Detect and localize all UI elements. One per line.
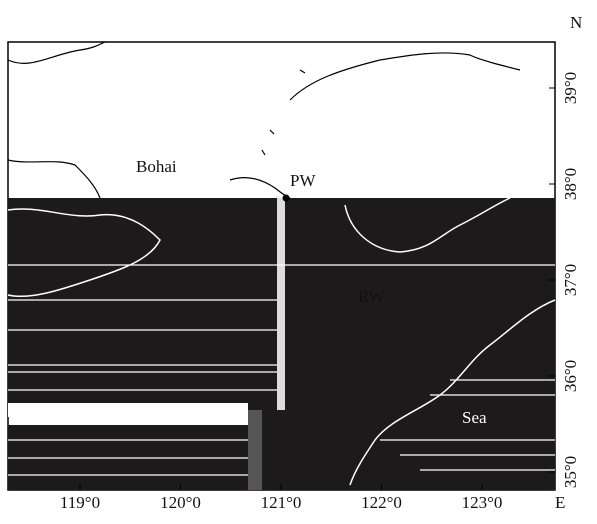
region-label: RW: [358, 287, 385, 306]
latitude-label: 39°0: [561, 72, 580, 104]
latitude-label: 36°0: [561, 360, 580, 392]
longitude-labels: 119°0 120°0 121°0 122°0 123°0: [60, 484, 502, 512]
latitude-labels: 39°0 38°0 37°0 36°0 35°0: [549, 72, 580, 488]
north-label: N: [570, 13, 582, 32]
longitude-label: 119°0: [60, 493, 100, 512]
station-label: PW: [290, 171, 316, 190]
longitude-label: 120°0: [160, 493, 201, 512]
latitude-label: 38°0: [561, 168, 580, 200]
latitude-label: 35°0: [561, 456, 580, 488]
longitude-label: 122°0: [361, 493, 402, 512]
longitude-label: 121°0: [261, 493, 302, 512]
pw-marker: [282, 194, 290, 202]
coastline: [7, 41, 521, 199]
longitude-label: 123°0: [462, 493, 503, 512]
east-label: E: [555, 493, 565, 512]
latitude-label: 37°0: [561, 264, 580, 296]
image-region: [7, 197, 556, 490]
region-label: Sea: [462, 408, 487, 427]
region-label: Bohai: [136, 157, 177, 176]
